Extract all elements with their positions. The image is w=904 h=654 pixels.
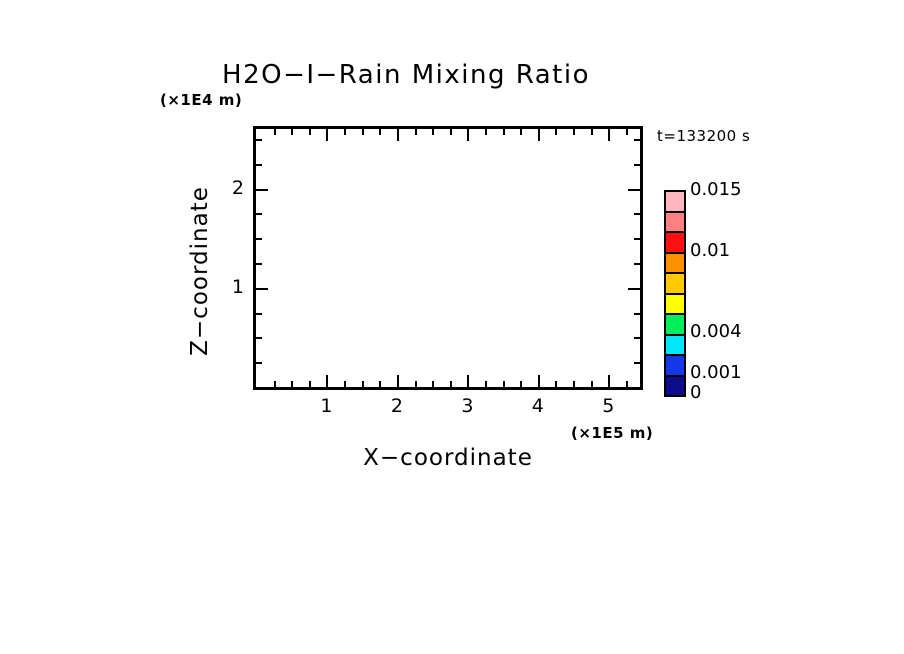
y-tick-minor [256, 337, 262, 340]
y-tick-label: 2 [231, 176, 244, 199]
x-tick-minor-top [573, 129, 576, 135]
y-tick-minor-right [634, 337, 640, 340]
colorbar-segment-amber [666, 274, 684, 295]
y-tick-minor-right [634, 262, 640, 265]
x-tick-major-top [467, 129, 470, 141]
colorbar-segment-yellow [666, 294, 684, 315]
x-tick-major [326, 375, 329, 387]
x-tick-minor [379, 381, 382, 387]
x-tick-minor [484, 381, 487, 387]
x-tick-minor-top [379, 129, 382, 135]
x-tick-minor-top [590, 129, 593, 135]
x-tick-major [467, 375, 470, 387]
x-tick-label: 4 [531, 395, 544, 417]
colorbar-tick-label: 0.015 [690, 179, 742, 200]
x-tick-major-top [326, 129, 329, 141]
x-tick-minor [414, 381, 417, 387]
colorbar-segment-green [666, 315, 684, 336]
y-tick-label: 1 [231, 275, 244, 298]
y-tick-minor [256, 213, 262, 216]
time-annotation: t=133200 s [657, 127, 751, 145]
y-tick-minor [256, 312, 262, 315]
x-tick-major-top [537, 129, 540, 141]
x-tick-minor-top [502, 129, 505, 135]
x-tick-minor-top [520, 129, 523, 135]
x-tick-minor-top [344, 129, 347, 135]
x-tick-minor [502, 381, 505, 387]
x-tick-minor [625, 381, 628, 387]
x-axis-unit-label: (×1E5 m) [571, 424, 654, 442]
x-tick-label: 1 [320, 395, 333, 417]
x-tick-minor-top [432, 129, 435, 135]
y-tick-minor-right [634, 213, 640, 216]
y-axis-title: Z−coordinate [187, 186, 213, 356]
x-tick-minor-top [361, 129, 364, 135]
page-title: H2O−I−Rain Mixing Ratio [222, 60, 590, 90]
x-tick-minor [449, 381, 452, 387]
y-tick-major-right [628, 188, 640, 191]
y-tick-minor-right [634, 163, 640, 166]
x-tick-minor-top [308, 129, 311, 135]
x-tick-minor-top [484, 129, 487, 135]
y-tick-major [256, 287, 268, 290]
y-tick-minor [256, 362, 262, 365]
colorbar-segment-blue [666, 356, 684, 377]
x-tick-major [608, 375, 611, 387]
x-tick-major-top [396, 129, 399, 141]
plot-frame [253, 126, 643, 390]
y-axis-unit-label: (×1E4 m) [160, 91, 243, 109]
colorbar-segment-orange [666, 253, 684, 274]
x-tick-minor [308, 381, 311, 387]
x-tick-major [396, 375, 399, 387]
colorbar-tick-label: 0.001 [690, 361, 742, 383]
x-tick-minor-top [414, 129, 417, 135]
y-tick-minor-right [634, 138, 640, 141]
colorbar-tick-label: 0.01 [690, 239, 731, 261]
y-tick-minor [256, 163, 262, 166]
x-tick-label: 2 [390, 395, 403, 417]
x-tick-label: 3 [461, 395, 474, 417]
y-tick-major-right [628, 287, 640, 290]
x-tick-major [537, 375, 540, 387]
colorbar-segment-salmon [666, 212, 684, 233]
x-axis-title: X−coordinate [363, 445, 533, 471]
plot-area [256, 129, 640, 387]
x-tick-label: 5 [602, 395, 615, 417]
x-tick-minor [590, 381, 593, 387]
y-tick-minor-right [634, 312, 640, 315]
x-tick-minor [344, 381, 347, 387]
x-tick-minor [273, 381, 276, 387]
x-tick-minor [432, 381, 435, 387]
colorbar-tick-label: 0 [690, 382, 702, 403]
x-tick-major-top [608, 129, 611, 141]
x-tick-minor-top [625, 129, 628, 135]
x-tick-minor [361, 381, 364, 387]
colorbar-segment-navy [666, 376, 684, 395]
colorbar-segment-cyan [666, 335, 684, 356]
colorbar-segment-pink [666, 192, 684, 213]
x-tick-minor-top [449, 129, 452, 135]
x-tick-minor-top [555, 129, 558, 135]
colorbar-segment-red [666, 233, 684, 254]
colorbar [664, 190, 686, 397]
x-tick-minor [573, 381, 576, 387]
y-tick-minor-right [634, 238, 640, 241]
x-tick-minor-top [291, 129, 294, 135]
y-tick-minor-right [634, 362, 640, 365]
y-tick-minor [256, 262, 262, 265]
x-tick-minor [520, 381, 523, 387]
y-tick-minor [256, 138, 262, 141]
x-tick-minor [555, 381, 558, 387]
x-tick-minor-top [273, 129, 276, 135]
colorbar-tick-label: 0.004 [690, 321, 742, 343]
x-tick-minor [291, 381, 294, 387]
y-tick-major [256, 188, 268, 191]
y-tick-minor [256, 238, 262, 241]
